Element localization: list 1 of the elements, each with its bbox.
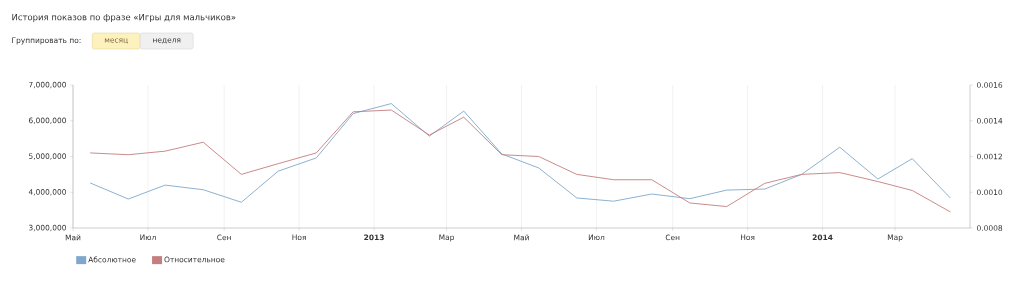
- chart-title: История показов по фразе «Игры для мальчиков»: [12, 14, 236, 22]
